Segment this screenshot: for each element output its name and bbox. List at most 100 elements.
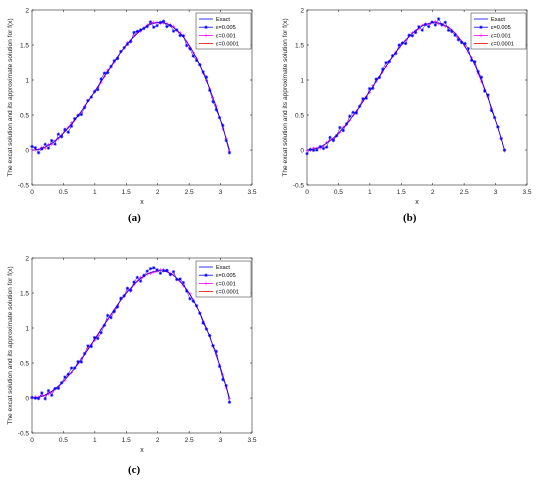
x-tick-label: 2 bbox=[156, 437, 160, 444]
x-tick-label: 1.5 bbox=[122, 437, 131, 444]
series-eps-0.005-marker bbox=[171, 270, 176, 274]
x-tick-label: 2 bbox=[431, 189, 435, 196]
legend-label: ε=0.001 bbox=[216, 33, 236, 39]
series-eps-0.005-marker bbox=[188, 297, 192, 301]
x-axis-label: x bbox=[140, 199, 144, 206]
y-tick-label: 0.5 bbox=[20, 112, 29, 119]
x-tick-label: 0 bbox=[305, 189, 309, 196]
legend-star-marker bbox=[204, 25, 208, 29]
series-eps-0.005-marker bbox=[50, 393, 54, 397]
series-eps-0.005-marker bbox=[410, 34, 415, 38]
series-eps-0.005-marker bbox=[311, 148, 316, 153]
y-tick-label: 2 bbox=[300, 7, 304, 14]
series-eps-0.005-marker bbox=[148, 20, 153, 24]
series-eps-0.005-marker bbox=[181, 280, 186, 285]
y-tick-label: 2 bbox=[25, 255, 29, 262]
series-eps-0.005-marker bbox=[66, 372, 70, 376]
series-eps-0.005-marker bbox=[184, 289, 189, 293]
series-eps-0.005-marker bbox=[59, 135, 64, 139]
x-tick-label: 2.5 bbox=[185, 189, 194, 196]
series-eps-0.005-marker bbox=[224, 138, 228, 143]
y-tick-label: 1 bbox=[25, 325, 29, 332]
series-eps-0.005-marker bbox=[208, 333, 212, 338]
legend-star-marker bbox=[479, 25, 483, 29]
series-eps-0.005-marker bbox=[138, 279, 143, 283]
caption-b: (b) bbox=[403, 212, 417, 224]
series-eps-0.005-marker bbox=[374, 77, 378, 81]
series-eps-0.005-marker bbox=[112, 309, 116, 314]
series-eps-0.005-marker bbox=[221, 123, 225, 127]
x-tick-label: 1 bbox=[93, 437, 97, 444]
series-eps-0.005-marker bbox=[305, 152, 309, 156]
series-eps-0.005-marker bbox=[466, 47, 470, 51]
series-eps-0.005-marker bbox=[112, 59, 116, 63]
series-eps-0.005-marker bbox=[397, 43, 401, 47]
series-eps-0.005-marker bbox=[73, 117, 77, 121]
x-tick-label: 3.5 bbox=[522, 189, 531, 196]
series-eps-0.005-marker bbox=[43, 142, 47, 146]
x-tick-label: 1.5 bbox=[122, 189, 131, 196]
series-eps-0.005-marker bbox=[66, 130, 70, 134]
legend-plus-marker bbox=[204, 33, 208, 38]
series-eps-0.005-marker bbox=[338, 125, 342, 130]
series-eps-0.005-marker bbox=[50, 138, 54, 143]
series-eps-0.005-marker bbox=[119, 49, 123, 54]
series-eps-0.005-marker bbox=[102, 71, 107, 75]
series-eps-0.005-marker bbox=[99, 77, 103, 81]
series-eps-0.005-marker bbox=[63, 127, 67, 132]
series-eps-0.005-marker bbox=[377, 75, 382, 80]
series-eps-0.005-marker bbox=[69, 366, 74, 370]
x-tick-label: 0 bbox=[30, 189, 34, 196]
legend-label: Exact bbox=[491, 17, 505, 23]
series-eps-0.005-marker bbox=[115, 56, 120, 61]
series-eps-0.005-marker bbox=[105, 313, 110, 318]
series-eps-0.005-marker bbox=[33, 396, 37, 400]
series-eps-0.005-marker bbox=[96, 88, 100, 92]
series-eps-0.005-marker bbox=[384, 61, 388, 65]
series-eps-0.005-marker bbox=[82, 351, 87, 356]
series-eps-0.001-marker bbox=[305, 148, 309, 152]
series-eps-0.005-marker bbox=[361, 97, 365, 101]
series-eps-0.005-marker bbox=[53, 142, 57, 146]
series-eps-0.005-marker bbox=[82, 105, 87, 110]
x-tick-label: 1.5 bbox=[397, 189, 406, 196]
legend-plus-marker bbox=[479, 33, 483, 38]
series-eps-0.005-marker bbox=[479, 75, 484, 79]
series-eps-0.005-marker bbox=[380, 67, 385, 71]
series-eps-0.005-marker bbox=[469, 58, 474, 63]
series-eps-0.005-marker bbox=[194, 58, 199, 63]
series-eps-0.005-marker bbox=[69, 124, 74, 128]
series-eps-0.005-marker bbox=[152, 25, 156, 29]
series-eps-0.005-marker bbox=[43, 397, 47, 401]
series-eps-0.005-marker bbox=[208, 88, 212, 92]
series-eps-0.005-marker bbox=[30, 395, 34, 400]
series-eps-0.005-marker bbox=[367, 86, 372, 91]
series-eps-0.005-marker bbox=[76, 359, 80, 364]
series-eps-0.005-marker bbox=[211, 100, 215, 104]
series-eps-0.005-marker bbox=[221, 377, 225, 382]
series-eps-0.005-marker bbox=[36, 151, 41, 155]
x-tick-label: 0.5 bbox=[59, 437, 68, 444]
series-eps-0.005-marker bbox=[341, 128, 345, 133]
series-eps-0.005-marker bbox=[315, 148, 319, 152]
series-eps-0.005-marker bbox=[184, 43, 189, 48]
series-eps-0.005-marker bbox=[400, 41, 405, 45]
series-eps-0.005-marker bbox=[132, 30, 136, 35]
series-eps-0.005-marker bbox=[181, 34, 186, 38]
series-eps-0.005-marker bbox=[325, 145, 329, 149]
series-eps-0.005-marker bbox=[86, 98, 90, 103]
legend-label: ε=0.001 bbox=[491, 33, 511, 39]
x-tick-label: 3.5 bbox=[247, 437, 256, 444]
legend-plus-marker bbox=[204, 281, 208, 286]
series-eps-0.005-marker bbox=[191, 54, 195, 58]
series-eps-0.005-marker bbox=[142, 26, 146, 31]
y-axis-label: The excat solution and its approximate s… bbox=[7, 266, 14, 424]
series-eps-0.005-marker bbox=[56, 132, 61, 136]
y-tick-label: 0 bbox=[25, 147, 29, 154]
series-eps-0.005-marker bbox=[89, 344, 93, 349]
y-tick-label: 0 bbox=[25, 395, 29, 402]
series-eps-0.005-marker bbox=[40, 147, 44, 151]
series-eps-0.005-marker bbox=[36, 396, 41, 401]
